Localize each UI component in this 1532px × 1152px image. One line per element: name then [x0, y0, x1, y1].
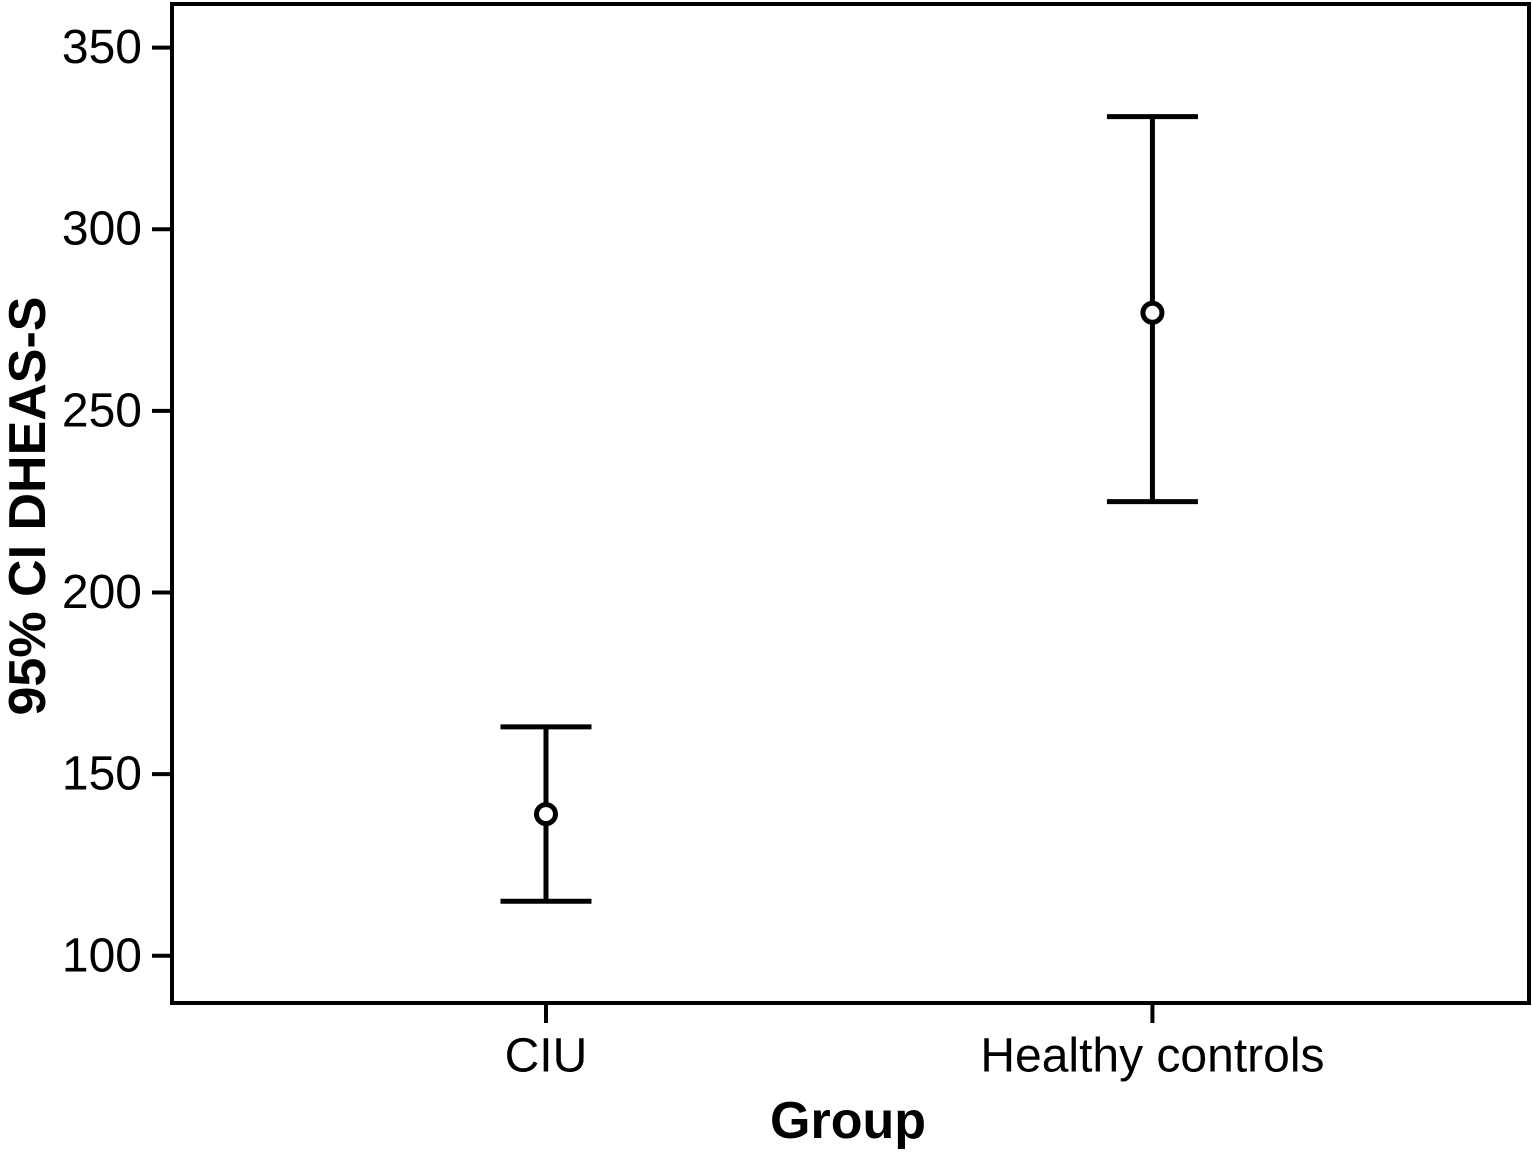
- y-tick-label: 350: [62, 21, 142, 74]
- mean-marker: [533, 802, 558, 827]
- y-tick-label: 250: [62, 384, 142, 437]
- y-tick-label: 200: [62, 566, 142, 619]
- y-tick-label: 150: [62, 748, 142, 801]
- plot-frame: [170, 2, 1531, 1005]
- y-tick-label: 100: [62, 929, 142, 982]
- category-label: CIU: [505, 1030, 588, 1083]
- y-tick-label: 300: [62, 203, 142, 256]
- y-axis-title: 95% CI DHEAS-S: [0, 296, 57, 716]
- category-label: Healthy controls: [980, 1030, 1324, 1083]
- x-axis-title: Group: [770, 1092, 926, 1150]
- mean-marker: [1140, 300, 1165, 325]
